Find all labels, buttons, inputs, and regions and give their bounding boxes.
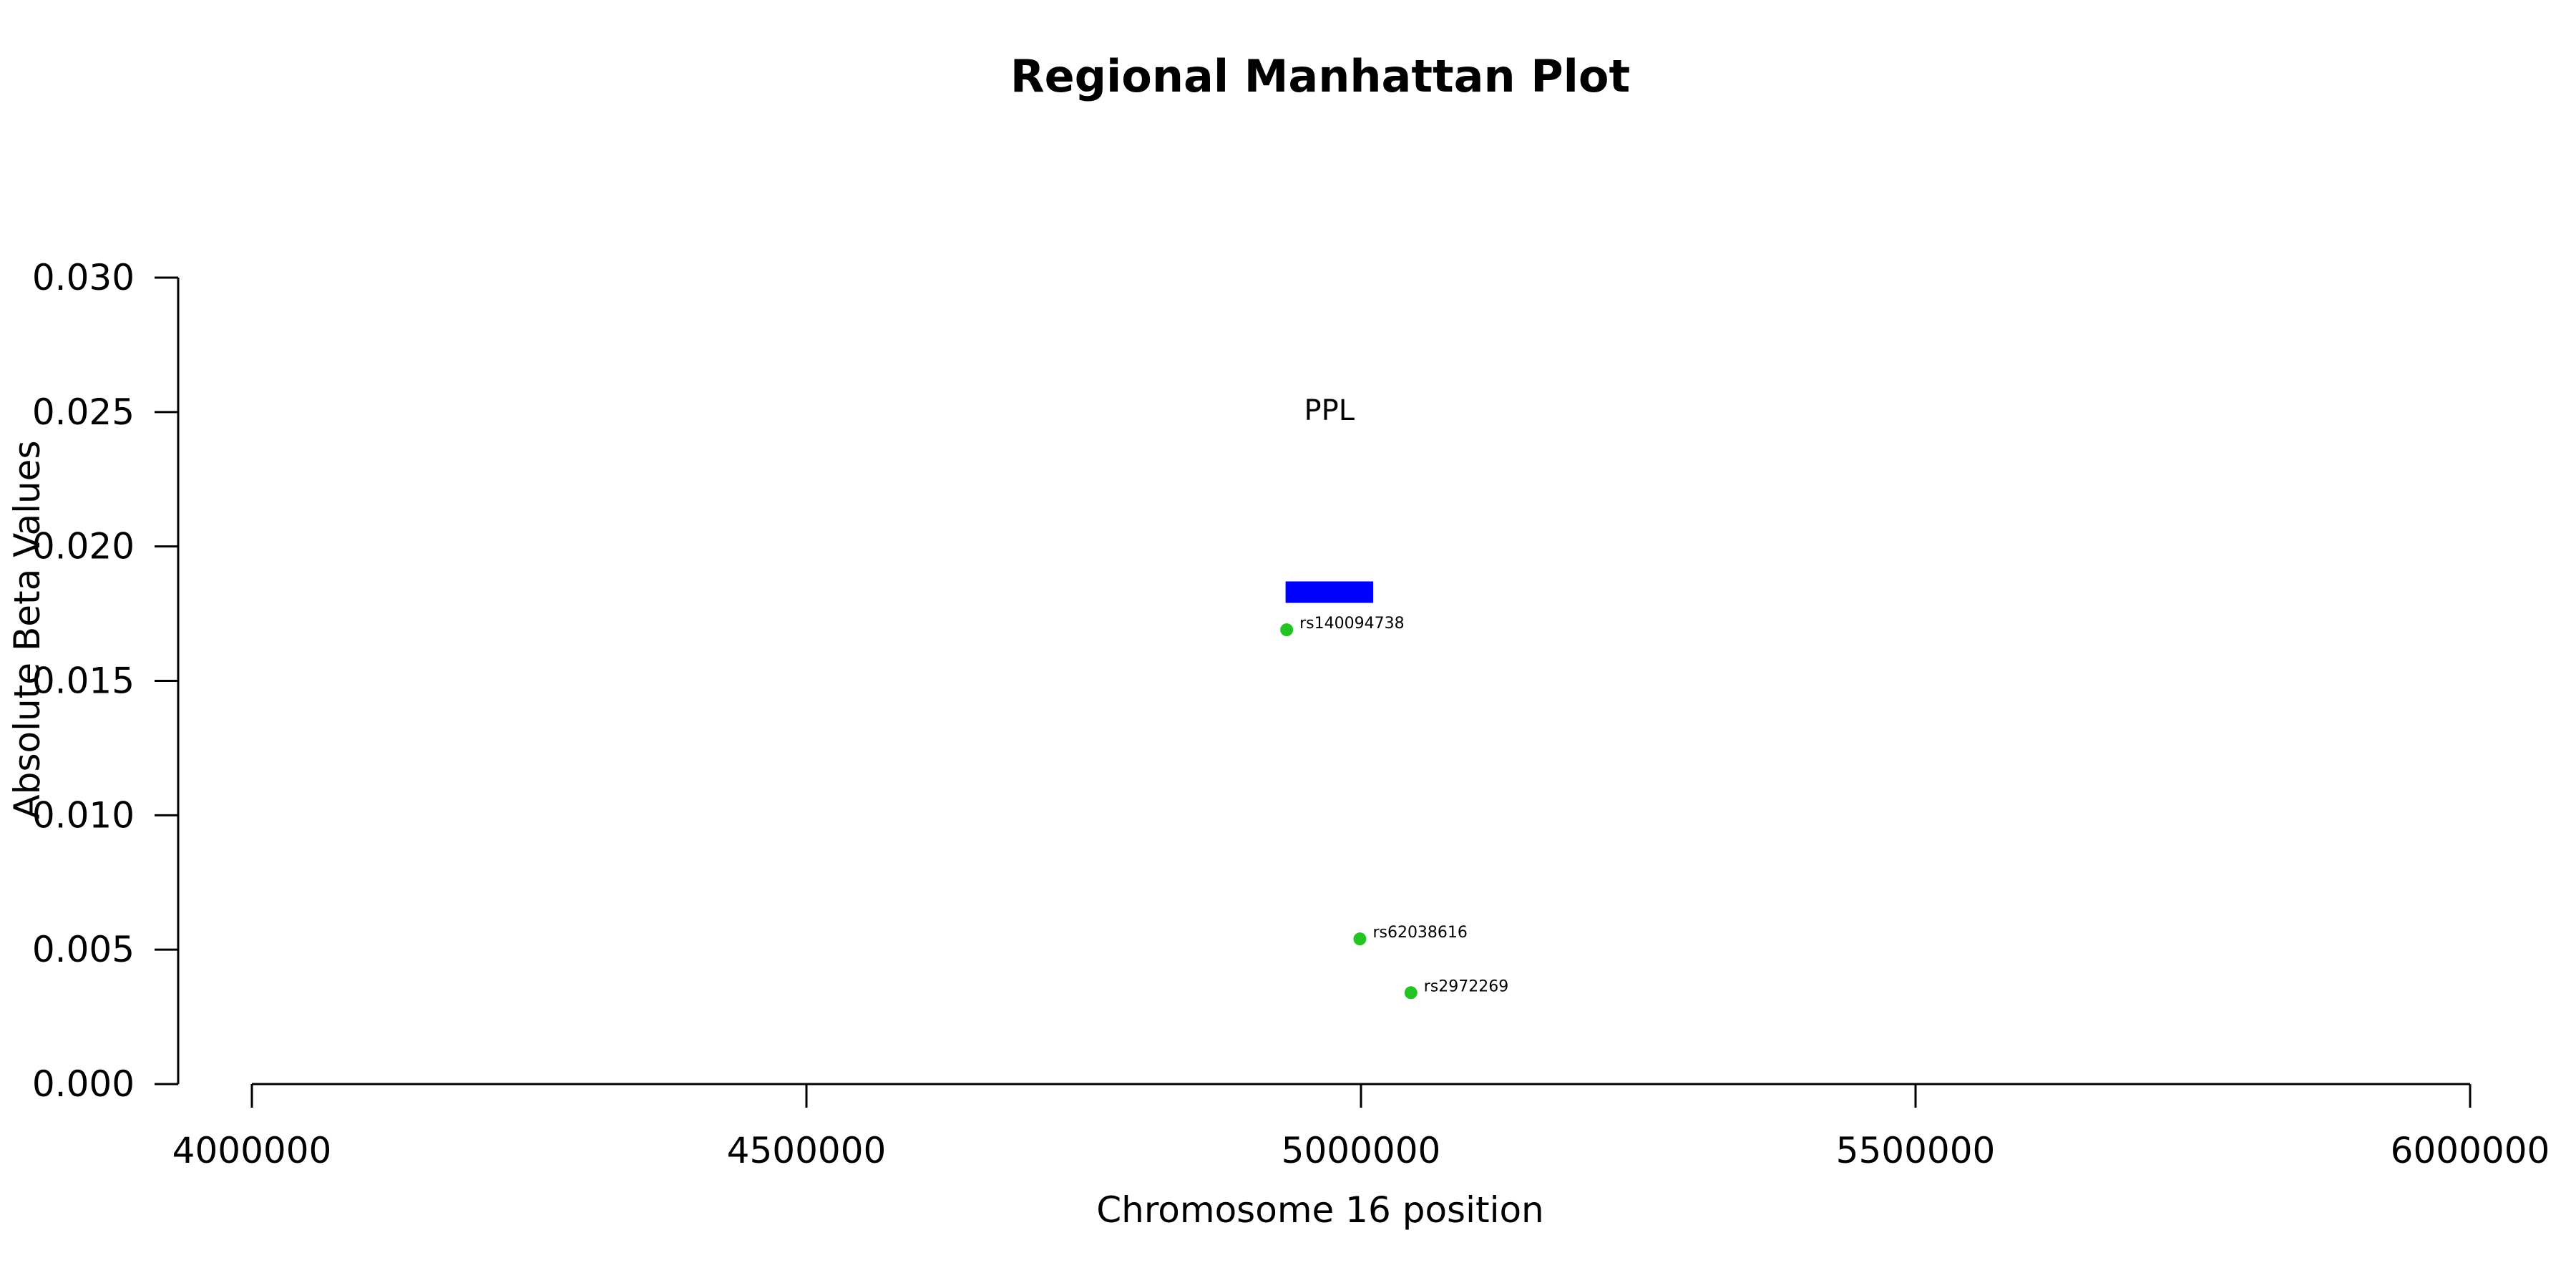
x-tick-label: 5000000 xyxy=(1282,1130,1441,1171)
gene-label: PPL xyxy=(1304,394,1355,427)
chart-title: Regional Manhattan Plot xyxy=(1010,50,1630,102)
y-tick-label: 0.015 xyxy=(32,660,135,702)
y-tick-label: 0.030 xyxy=(32,257,135,298)
y-tick-label: 0.010 xyxy=(32,794,135,836)
points-group: rs140094738 rs62038616 rs2972269 xyxy=(1280,615,1509,1000)
genes-group: PPL xyxy=(1285,394,1374,603)
gene-bar xyxy=(1285,581,1374,603)
x-tick-label: 6000000 xyxy=(2391,1130,2550,1171)
snp-point xyxy=(1404,986,1418,1000)
y-axis-label: Absolute Beta Values xyxy=(6,441,48,819)
axes-group: 0.000 0.005 0.010 0.015 0.020 0.025 0.030 40000… xyxy=(32,257,2550,1171)
x-tick-label: 4500000 xyxy=(727,1130,887,1171)
y-tick-label: 0.025 xyxy=(32,391,135,433)
x-tick-label: 5500000 xyxy=(1836,1130,1996,1171)
snp-label: rs62038616 xyxy=(1372,924,1467,942)
x-axis-label: Chromosome 16 position xyxy=(1096,1189,1544,1231)
x-tick-label: 4000000 xyxy=(172,1130,332,1171)
y-tick-label: 0.005 xyxy=(32,929,135,970)
snp-label: rs2972269 xyxy=(1424,977,1509,995)
snp-label: rs140094738 xyxy=(1299,615,1404,633)
y-tick-label: 0.000 xyxy=(32,1063,135,1105)
snp-point xyxy=(1353,932,1367,946)
snp-point xyxy=(1280,623,1294,637)
y-tick-label: 0.020 xyxy=(32,526,135,567)
